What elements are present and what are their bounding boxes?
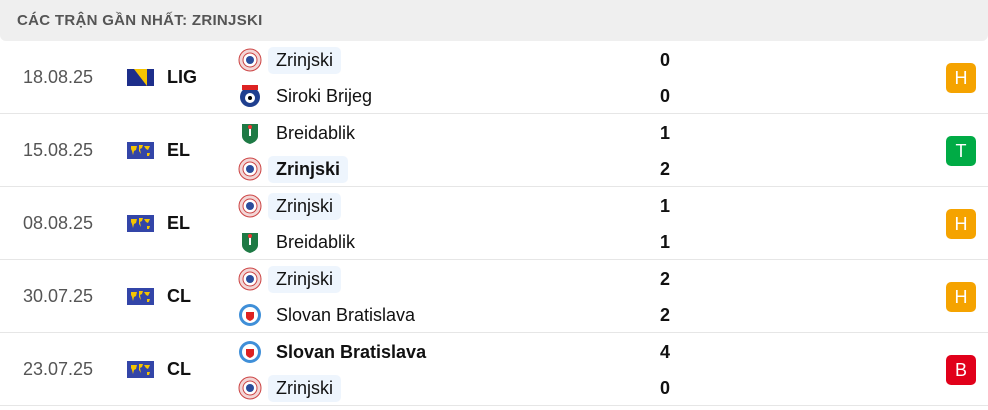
bosnia-flag-icon — [127, 69, 154, 86]
team-name[interactable]: Zrinjski — [268, 46, 341, 74]
world-flag-icon — [127, 288, 154, 305]
home-score: 0 — [659, 50, 670, 70]
team-away[interactable]: Zrinjski — [238, 155, 349, 183]
section-title: CÁC TRẬN GẦN NHẤT: ZRINJSKI — [17, 12, 263, 29]
result-badge: B — [946, 355, 976, 385]
match-date: 30.07.25 — [23, 286, 94, 306]
away-score: 1 — [659, 232, 670, 252]
match-row[interactable]: 30.07.25 CL Zrinjski Slovan Bratislava 2 … — [0, 260, 988, 333]
team-logo-icon — [238, 303, 262, 327]
team-home[interactable]: Slovan Bratislava — [238, 338, 434, 366]
match-row[interactable]: 18.08.25 LIG Zrinjski Siroki Brijeg 0 0 H — [0, 41, 988, 114]
match-row[interactable]: 15.08.25 EL Breidablik Zrinjski 1 2 T — [0, 114, 988, 187]
team-away[interactable]: Breidablik — [238, 228, 363, 256]
team-logo-icon — [238, 230, 262, 254]
match-date: 18.08.25 — [23, 67, 94, 87]
home-score: 1 — [659, 196, 670, 216]
away-score: 0 — [659, 86, 670, 106]
team-home[interactable]: Breidablik — [238, 119, 363, 147]
team-name[interactable]: Siroki Brijeg — [276, 85, 373, 106]
competition-label: CL — [167, 286, 191, 306]
away-score: 2 — [659, 305, 670, 325]
world-flag-icon — [127, 215, 154, 232]
team-name[interactable]: Zrinjski — [268, 192, 341, 220]
team-name[interactable]: Breidablik — [276, 122, 356, 143]
home-score: 1 — [659, 123, 670, 143]
result-badge: T — [946, 136, 976, 166]
result-badge: H — [946, 209, 976, 239]
home-score: 4 — [659, 342, 670, 362]
team-logo-icon — [238, 84, 262, 108]
match-row[interactable]: 08.08.25 EL Zrinjski Breidablik 1 1 H — [0, 187, 988, 260]
match-row[interactable]: 23.07.25 CL Slovan Bratislava Zrinjski 4 … — [0, 333, 988, 406]
match-date: 08.08.25 — [23, 213, 94, 233]
team-away[interactable]: Slovan Bratislava — [238, 301, 423, 329]
team-away[interactable]: Siroki Brijeg — [238, 82, 380, 110]
team-logo-icon — [238, 157, 262, 181]
match-date: 23.07.25 — [23, 359, 94, 379]
team-logo-icon — [238, 194, 262, 218]
away-score: 0 — [659, 378, 670, 398]
team-name[interactable]: Zrinjski — [268, 155, 349, 183]
section-header: CÁC TRẬN GẦN NHẤT: ZRINJSKI — [0, 0, 988, 41]
team-name[interactable]: Slovan Bratislava — [276, 341, 427, 362]
team-home[interactable]: Zrinjski — [238, 46, 341, 74]
result-badge: H — [946, 282, 976, 312]
competition-label: LIG — [167, 67, 197, 87]
competition-label: CL — [167, 359, 191, 379]
world-flag-icon — [127, 142, 154, 159]
away-score: 2 — [659, 159, 670, 179]
team-name[interactable]: Zrinjski — [268, 265, 341, 293]
team-logo-icon — [238, 267, 262, 291]
result-badge: H — [946, 63, 976, 93]
team-logo-icon — [238, 376, 262, 400]
home-score: 2 — [659, 269, 670, 289]
team-logo-icon — [238, 48, 262, 72]
team-logo-icon — [238, 121, 262, 145]
team-home[interactable]: Zrinjski — [238, 192, 341, 220]
team-name[interactable]: Slovan Bratislava — [276, 304, 416, 325]
team-name[interactable]: Breidablik — [276, 231, 356, 252]
team-name[interactable]: Zrinjski — [268, 374, 341, 402]
competition-label: EL — [167, 213, 191, 233]
team-away[interactable]: Zrinjski — [238, 374, 341, 402]
match-date: 15.08.25 — [23, 140, 94, 160]
team-home[interactable]: Zrinjski — [238, 265, 341, 293]
competition-label: EL — [167, 140, 191, 160]
world-flag-icon — [127, 361, 154, 378]
team-logo-icon — [238, 340, 262, 364]
match-list: 18.08.25 LIG Zrinjski Siroki Brijeg 0 0 H… — [0, 41, 988, 406]
